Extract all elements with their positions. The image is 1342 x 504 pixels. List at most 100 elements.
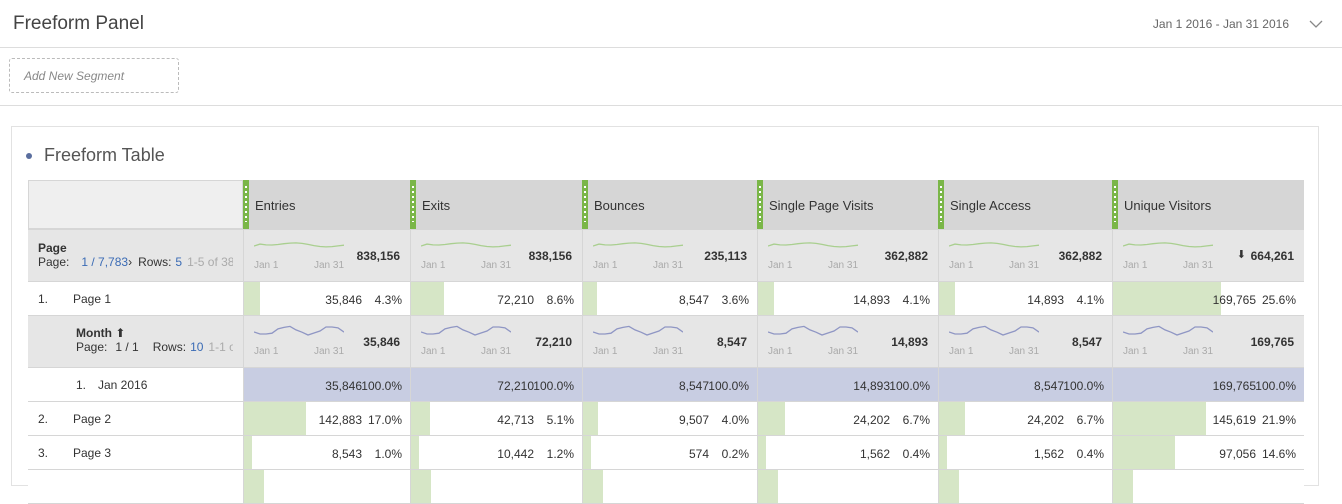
column-total: 35,846	[363, 335, 400, 349]
percent-bar	[758, 282, 775, 315]
metric-percent: 100.0%	[1255, 379, 1296, 393]
metric-cell: 10,442 1.2%	[410, 436, 582, 469]
column-header-label: Single Access	[950, 198, 1031, 213]
percent-bar	[244, 436, 252, 469]
sparkline	[768, 242, 858, 248]
page-selector[interactable]: 1 / 1	[115, 340, 139, 354]
sparkline	[593, 242, 683, 248]
metric-value: 10,442	[497, 447, 534, 461]
column-total: 8,547	[1071, 335, 1102, 349]
metric-value: 14,893	[853, 293, 890, 307]
column-header[interactable]: Single Access	[938, 180, 1112, 229]
percent-bar	[939, 436, 947, 469]
metric-percent: 1.0%	[374, 447, 402, 461]
metric-cell: 1,562 0.4%	[938, 436, 1112, 469]
percent-bar	[758, 436, 766, 469]
percent-bar	[1113, 436, 1175, 469]
page-selector[interactable]: 1 / 7,783	[81, 255, 129, 269]
metric-value: 8,543	[331, 447, 362, 461]
column-header[interactable]: Bounces	[582, 180, 757, 229]
metric-cell: 35,846 4.3%	[243, 282, 410, 315]
dimension-cell: 1. Page 1	[28, 282, 243, 315]
spark-end-label: Jan 31	[1009, 346, 1040, 357]
next-page-icon[interactable]: ›	[128, 255, 133, 269]
freeform-table: Entries Exits Bounces Single Page Visits Sin…	[28, 180, 1304, 504]
metric-cell: Jan 1 Jan 31 72,210	[410, 316, 582, 367]
sparkline	[768, 325, 858, 336]
rows-selector[interactable]: 10	[190, 340, 204, 354]
spark-start-label: Jan 1	[421, 260, 446, 271]
column-header[interactable]: Single Page Visits	[757, 180, 938, 229]
row-label[interactable]: Page 3	[73, 446, 112, 460]
metric-cell: 8,547 100.0%	[582, 368, 757, 401]
table-row[interactable]: 1. Jan 2016 35,846 100.0% 72,210 100.0% 8,547 1…	[28, 368, 1304, 402]
dimension-cell: 2. Page 2	[28, 402, 243, 435]
metric-value: 1,562	[859, 447, 890, 461]
percent-bar	[1113, 282, 1222, 315]
metric-cell: Jan 1 Jan 31 8,547	[582, 316, 757, 367]
column-total: 14,893	[891, 335, 928, 349]
metric-percent: 6.7%	[1076, 413, 1104, 427]
metric-percent: 100.0%	[361, 379, 402, 393]
column-header-label: Bounces	[594, 198, 645, 213]
metric-value: 35,846	[325, 293, 362, 307]
metric-percent: 100.0%	[889, 379, 930, 393]
freeform-table-panel: Freeform Table Entries Exits Bounces Single…	[11, 126, 1319, 504]
rows-selector[interactable]: 5	[175, 255, 183, 269]
spark-end-label: Jan 31	[828, 260, 859, 271]
row-label[interactable]: Page 1	[73, 292, 112, 306]
metric-cell: 1,562 0.4%	[757, 436, 938, 469]
page-label: Page:	[76, 340, 108, 354]
metric-cell: Jan 1 Jan 31 35,846	[243, 316, 410, 367]
metric-cell: 145,619 21.9%	[1112, 402, 1304, 435]
metric-value: 14,893	[1027, 293, 1064, 307]
column-header-row: Entries Exits Bounces Single Page Visits Sin…	[28, 180, 1304, 230]
column-total: 8,547	[716, 335, 747, 349]
metric-value: 145,619	[1212, 413, 1256, 427]
metric-cell: Jan 1 Jan 31 14,893	[757, 316, 938, 367]
table-row[interactable]: 2. Page 2 142,883 17.0% 42,713 5.1% 9,507 4.0% 2…	[28, 402, 1304, 436]
metric-percent: 21.9%	[1261, 413, 1296, 427]
table-row[interactable]	[28, 470, 1304, 504]
metric-value: 142,883	[318, 413, 362, 427]
metric-cell: 72,210 100.0%	[410, 368, 582, 401]
metric-value: 8,547	[678, 379, 709, 393]
metric-cell: Jan 1 Jan 31 362,882	[757, 230, 938, 281]
date-range[interactable]: Jan 1 2016 - Jan 31 2016	[1152, 16, 1289, 31]
column-header[interactable]: Unique Visitors	[1112, 180, 1304, 229]
sparkline	[254, 242, 344, 248]
column-header[interactable]: Entries	[243, 180, 410, 229]
metric-cell: Jan 1 Jan 31 664,261 ⬇	[1112, 230, 1304, 281]
spark-start-label: Jan 1	[254, 346, 279, 357]
sparkline	[1123, 242, 1213, 248]
column-total: 169,765	[1250, 335, 1294, 349]
column-total: 362,882	[884, 249, 928, 263]
arrow-down-icon[interactable]: ⬇	[1236, 249, 1246, 261]
metric-cell: 8,547 3.6%	[582, 282, 757, 315]
metric-percent: 5.1%	[546, 413, 574, 427]
chevron-down-icon[interactable]	[1309, 20, 1323, 28]
column-total: 838,156	[528, 249, 572, 263]
spark-start-label: Jan 1	[949, 346, 974, 357]
column-header[interactable]: Exits	[410, 180, 582, 229]
arrow-up-icon[interactable]: ⬆	[111, 326, 126, 340]
metric-cell: 169,765 25.6%	[1112, 282, 1304, 315]
column-header-label: Entries	[255, 198, 296, 213]
table-row[interactable]: 3. Page 3 8,543 1.0% 10,442 1.2% 574 0.2% 1,562 0…	[28, 436, 1304, 470]
spark-end-label: Jan 31	[314, 260, 345, 271]
metric-percent: 100.0%	[533, 379, 574, 393]
column-total: 664,261	[1250, 249, 1294, 263]
metric-value: 8,547	[678, 293, 709, 307]
column-total: 838,156	[356, 249, 400, 263]
row-range: 1-1 of 1	[208, 340, 233, 354]
column-total: 362,882	[1058, 249, 1102, 263]
add-segment-dropzone[interactable]: Add New Segment	[9, 58, 179, 93]
row-label[interactable]: Jan 2016	[98, 378, 148, 392]
row-index: 2.	[38, 412, 49, 426]
table-row[interactable]: 1. Page 1 35,846 4.3% 72,210 8.6% 8,547 3.6% 14,…	[28, 282, 1304, 316]
row-label[interactable]: Page 2	[73, 412, 112, 426]
metric-cell: 24,202 6.7%	[938, 402, 1112, 435]
percent-bar	[939, 282, 955, 315]
metric-cell: Jan 1 Jan 31 838,156	[410, 230, 582, 281]
